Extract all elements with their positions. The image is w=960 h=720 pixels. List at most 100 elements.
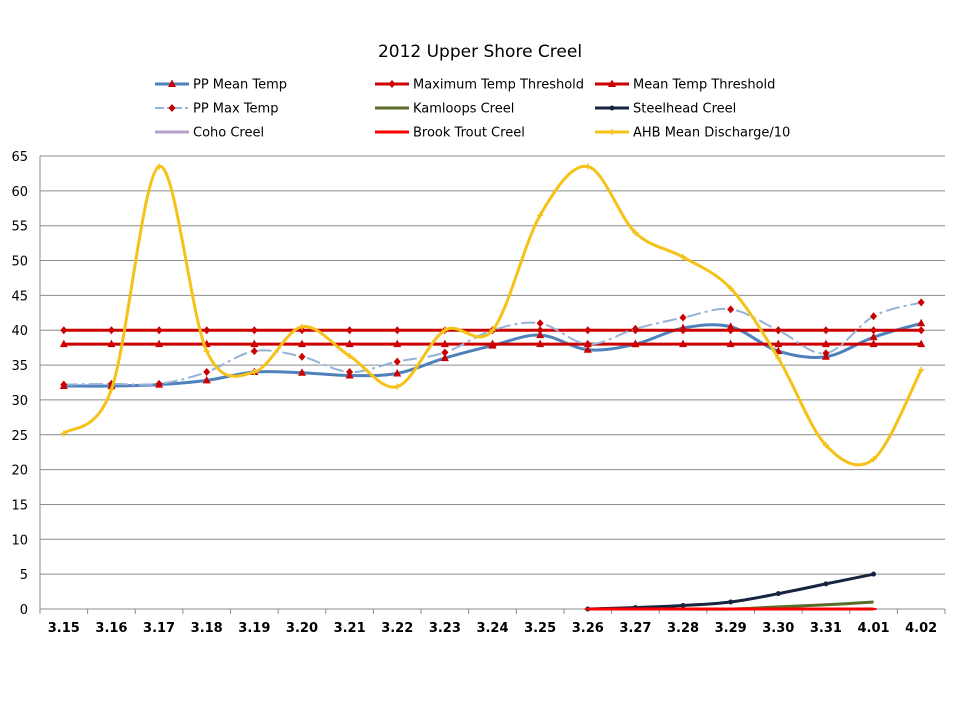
legend-label: Coho Creel [193,126,264,141]
x-tick-label: 4.01 [858,621,890,636]
data-point-ahb-mean-discharge-10 [298,323,305,330]
data-point-ahb-mean-discharge-10 [489,327,496,334]
data-point-ahb-mean-discharge-10 [60,430,67,437]
legend-label: Maximum Temp Threshold [413,78,584,93]
x-tick-label: 3.29 [715,621,747,636]
x-tick-label: 4.02 [905,621,937,636]
data-point-maximum-temp-threshold [679,326,687,335]
data-point-maximum-temp-threshold [822,326,830,335]
series-ahb-mean-discharge-10 [60,163,925,467]
data-point-ahb-mean-discharge-10 [108,386,115,393]
data-point-steelhead-creel [680,603,686,609]
data-point-pp-mean-temp [536,330,545,339]
data-point-mean-temp-threshold [679,339,688,348]
data-point-ahb-mean-discharge-10 [680,254,687,261]
data-point-ahb-mean-discharge-10 [203,348,210,355]
data-point-maximum-temp-threshold [870,326,878,335]
data-point-mean-temp-threshold [536,339,545,348]
data-point-pp-mean-temp [726,322,735,330]
data-point-pp-max-temp [60,380,68,389]
data-point-maximum-temp-threshold [727,326,735,335]
legend-label: Brook Trout Creel [413,126,525,141]
data-point-steelhead-creel [871,571,877,577]
x-tick-label: 3.17 [143,621,175,636]
data-point-ahb-mean-discharge-10 [727,285,734,292]
data-point-maximum-temp-threshold [346,326,354,335]
legend-marker-pp-max-temp [168,104,176,112]
data-point-maximum-temp-threshold [60,326,68,335]
data-point-pp-max-temp [822,349,830,358]
data-point-maximum-temp-threshold [393,326,401,335]
series-mean-temp-threshold [59,339,926,348]
legend-item-ahb-mean-discharge-10: AHB Mean Discharge/10 [595,126,790,141]
data-point-pp-max-temp [631,324,639,333]
data-point-pp-max-temp [917,298,925,307]
data-point-mean-temp-threshold [917,339,926,348]
data-point-mean-temp-threshold [393,339,402,348]
data-point-ahb-mean-discharge-10 [346,353,353,360]
legend-label: Mean Temp Threshold [633,78,775,93]
x-tick-label: 3.23 [429,621,461,636]
legend-item-steelhead-creel: Steelhead Creel [595,102,736,117]
data-point-maximum-temp-threshold [584,326,592,335]
data-point-pp-max-temp [870,312,878,321]
data-point-ahb-mean-discharge-10 [822,442,829,449]
legend-marker-mean-temp-threshold [608,79,616,87]
data-point-mean-temp-threshold [250,339,259,348]
data-point-maximum-temp-threshold [107,326,115,335]
data-point-pp-max-temp [441,348,449,357]
data-point-pp-max-temp [774,326,782,335]
y-tick-label: 40 [11,324,28,339]
legend-item-brook-trout-creel: Brook Trout Creel [375,126,525,141]
data-point-pp-max-temp [250,347,258,356]
x-tick-label: 3.18 [191,621,223,636]
data-point-pp-max-temp [203,368,211,377]
data-point-pp-max-temp [393,357,401,366]
legend-item-kamloops-creel: Kamloops Creel [375,102,514,117]
legend-item-mean-temp-threshold: Mean Temp Threshold [595,78,775,93]
chart-title: 2012 Upper Shore Creel [378,42,582,62]
y-tick-label: 25 [11,429,28,444]
data-point-mean-temp-threshold [821,339,830,348]
legend-marker-pp-mean-temp [168,79,176,87]
data-point-ahb-mean-discharge-10 [918,366,925,373]
data-point-ahb-mean-discharge-10 [394,383,401,390]
data-point-mean-temp-threshold [59,339,68,348]
legend-marker-steelhead-creel [609,105,615,111]
x-tick-label: 3.25 [524,621,556,636]
data-point-ahb-mean-discharge-10 [537,212,544,219]
data-point-maximum-temp-threshold [250,326,258,335]
data-point-ahb-mean-discharge-10 [775,355,782,362]
legend-item-pp-max-temp: PP Max Temp [155,102,278,117]
axes: 0 5 10 15 20 25 30 35 40 45 50 55 60 65 3.15 3.16 3.17 3.… [11,150,946,636]
legend-item-pp-mean-temp: PP Mean Temp [155,78,287,93]
x-tick-label: 3.28 [667,621,699,636]
legend-item-maximum-temp-threshold: Maximum Temp Threshold [375,78,584,93]
legend-label: PP Mean Temp [193,78,287,93]
data-point-mean-temp-threshold [345,339,354,348]
data-point-pp-max-temp [298,352,306,361]
x-tick-label: 3.31 [810,621,842,636]
y-tick-label: 45 [11,289,28,304]
data-point-mean-temp-threshold [440,339,449,348]
x-tick-label: 3.16 [95,621,127,636]
data-point-steelhead-creel [823,581,829,587]
data-point-ahb-mean-discharge-10 [632,229,639,236]
x-tick-label: 3.22 [381,621,413,636]
data-point-mean-temp-threshold [107,339,116,348]
data-point-pp-mean-temp [393,368,402,377]
legend-label: PP Max Temp [193,102,278,117]
series-line-ahb-mean-discharge-10 [62,164,923,467]
data-point-steelhead-creel [775,591,781,597]
x-tick-label: 3.27 [619,621,651,636]
x-tick-label: 3.26 [572,621,604,636]
legend-label: Steelhead Creel [633,102,736,117]
data-point-pp-mean-temp [202,375,211,384]
y-tick-label: 60 [11,185,28,200]
data-point-pp-max-temp [584,340,592,349]
y-tick-label: 55 [11,220,28,235]
data-point-ahb-mean-discharge-10 [870,456,877,463]
data-point-pp-max-temp [155,379,163,388]
data-point-pp-mean-temp [297,368,306,376]
